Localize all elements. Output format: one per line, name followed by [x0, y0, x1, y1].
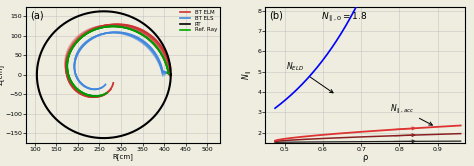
Text: $N_{ELD}$: $N_{ELD}$: [286, 61, 333, 93]
Text: (b): (b): [269, 11, 283, 21]
Text: (a): (a): [30, 11, 44, 21]
Text: $N_{\parallel,0} = 1.8$: $N_{\parallel,0} = 1.8$: [321, 11, 367, 24]
X-axis label: ρ: ρ: [362, 153, 368, 162]
X-axis label: R[cm]: R[cm]: [113, 153, 134, 160]
Y-axis label: $N_\parallel$: $N_\parallel$: [241, 69, 255, 80]
Text: $N_{\parallel,acc}$: $N_{\parallel,acc}$: [390, 103, 432, 125]
Legend: BT ELM, BT ELS, RT, Ref. Ray: BT ELM, BT ELS, RT, Ref. Ray: [180, 9, 218, 33]
Y-axis label: Z[cm]: Z[cm]: [0, 64, 4, 85]
